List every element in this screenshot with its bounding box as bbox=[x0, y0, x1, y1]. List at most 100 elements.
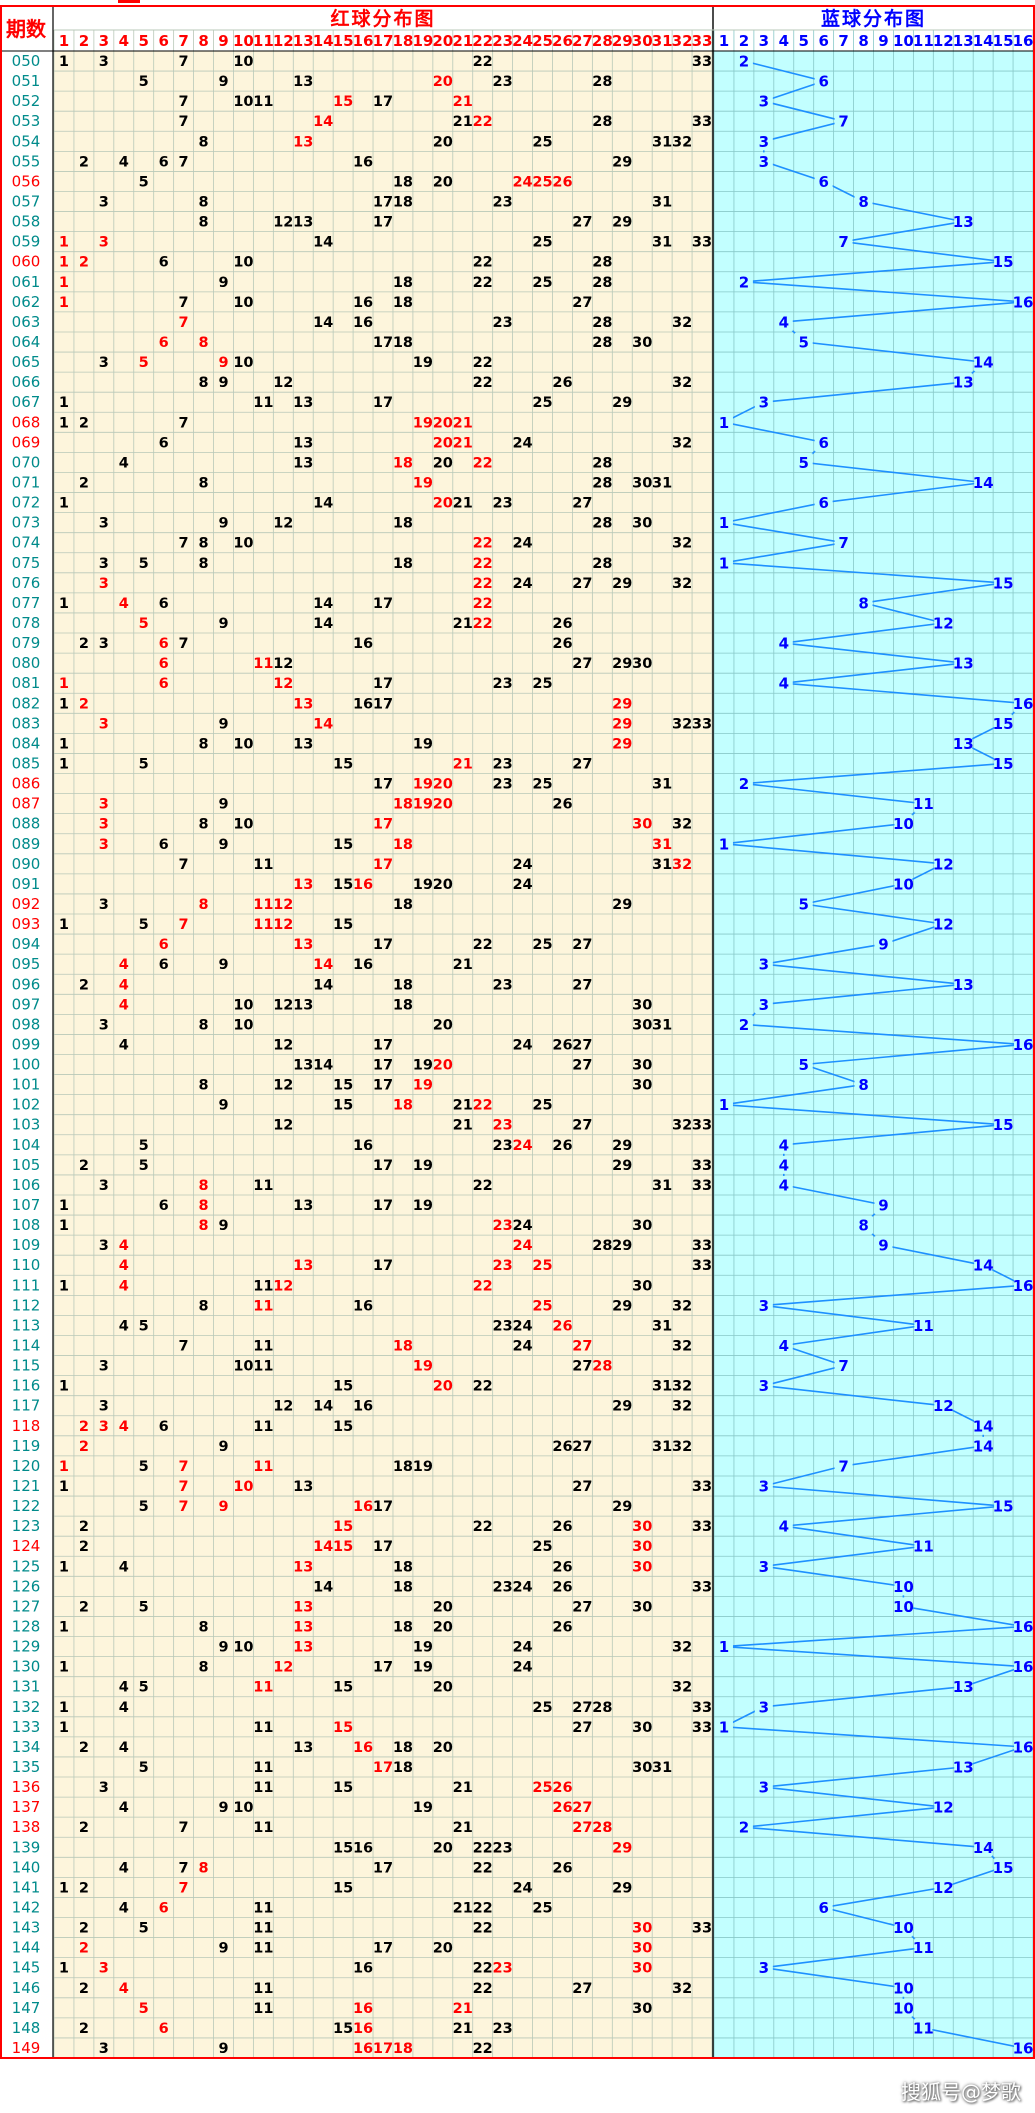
period-label: 079 bbox=[12, 634, 41, 652]
red-ball-number: 7 bbox=[179, 154, 189, 170]
period-label: 094 bbox=[12, 935, 41, 953]
red-ball-number: 22 bbox=[473, 1860, 493, 1876]
blue-column-header: 11 bbox=[913, 32, 934, 50]
red-column-header: 8 bbox=[198, 32, 208, 50]
red-ball-number: 4 bbox=[119, 1900, 129, 1916]
red-ball-number: 2 bbox=[79, 977, 89, 993]
red-ball-number: 32 bbox=[672, 857, 692, 873]
red-column-header: 27 bbox=[572, 32, 593, 50]
period-label: 138 bbox=[12, 1818, 41, 1836]
period-column-background bbox=[0, 51, 53, 2058]
red-ball-number: 19 bbox=[413, 1158, 433, 1174]
red-ball-number: 22 bbox=[473, 556, 493, 572]
red-ball-number: 12 bbox=[273, 917, 293, 933]
red-ball-number: 10 bbox=[233, 355, 253, 371]
blue-ball-number: 9 bbox=[878, 1197, 888, 1215]
red-ball-number: 22 bbox=[473, 596, 493, 612]
red-ball-number: 10 bbox=[233, 94, 253, 110]
blue-ball-number: 16 bbox=[1013, 1738, 1034, 1756]
red-ball-number: 22 bbox=[473, 1278, 493, 1294]
red-ball-number: 24 bbox=[512, 857, 532, 873]
red-ball-number: 5 bbox=[139, 1138, 149, 1154]
red-ball-number: 26 bbox=[552, 1619, 572, 1635]
red-ball-number: 9 bbox=[218, 837, 228, 853]
blue-ball-cell bbox=[994, 1115, 1013, 1134]
blue-ball-number: 15 bbox=[993, 1859, 1014, 1877]
red-ball-number: 17 bbox=[373, 937, 393, 953]
red-ball-number: 19 bbox=[413, 1640, 433, 1656]
blue-ball-number: 12 bbox=[933, 1879, 954, 1897]
red-ball-number: 11 bbox=[253, 1720, 273, 1736]
red-column-header: 14 bbox=[313, 32, 334, 50]
red-ball-number: 8 bbox=[198, 215, 208, 231]
red-ball-number: 30 bbox=[632, 1278, 652, 1294]
red-ball-number: 17 bbox=[373, 1258, 393, 1274]
blue-ball-cell bbox=[1014, 2038, 1033, 2057]
blue-ball-cell bbox=[814, 172, 833, 191]
period-label: 053 bbox=[12, 112, 41, 130]
red-ball-number: 22 bbox=[473, 1981, 493, 1997]
red-ball-number: 22 bbox=[473, 1900, 493, 1916]
red-ball-number: 25 bbox=[532, 235, 552, 251]
period-label: 128 bbox=[12, 1617, 41, 1635]
red-ball-number: 8 bbox=[198, 817, 208, 833]
red-ball-number: 4 bbox=[119, 1680, 129, 1696]
blue-ball-cell bbox=[954, 1677, 973, 1696]
red-ball-number: 7 bbox=[179, 114, 189, 130]
red-column-header: 25 bbox=[532, 32, 553, 50]
red-ball-number: 14 bbox=[313, 235, 333, 251]
red-ball-number: 29 bbox=[612, 154, 632, 170]
red-ball-number: 18 bbox=[393, 174, 413, 190]
red-ball-number: 4 bbox=[119, 1740, 129, 1756]
red-ball-number: 29 bbox=[612, 1880, 632, 1896]
red-ball-number: 16 bbox=[353, 154, 373, 170]
blue-ball-number: 4 bbox=[779, 313, 789, 331]
period-label: 073 bbox=[12, 514, 41, 532]
red-ball-number: 4 bbox=[119, 1559, 129, 1575]
red-ball-number: 27 bbox=[572, 1981, 592, 1997]
red-ball-number: 33 bbox=[692, 114, 712, 130]
red-ball-number: 27 bbox=[572, 656, 592, 672]
red-ball-number: 18 bbox=[393, 1619, 413, 1635]
red-ball-number: 13 bbox=[293, 1058, 313, 1074]
period-label: 088 bbox=[12, 815, 41, 833]
red-column-header: 33 bbox=[692, 32, 713, 50]
blue-ball-cell bbox=[1014, 1276, 1033, 1295]
red-ball-number: 33 bbox=[692, 1238, 712, 1254]
blue-ball-cell bbox=[814, 493, 833, 512]
red-column-header: 31 bbox=[652, 32, 673, 50]
red-ball-number: 3 bbox=[99, 235, 109, 251]
red-ball-number: 7 bbox=[179, 857, 189, 873]
red-ball-number: 7 bbox=[179, 1479, 189, 1495]
red-ball-number: 11 bbox=[253, 1941, 273, 1957]
red-ball-number: 15 bbox=[333, 1840, 353, 1856]
blue-column-header: 2 bbox=[739, 32, 749, 50]
blue-ball-cell bbox=[754, 1376, 773, 1395]
red-ball-number: 11 bbox=[253, 1459, 273, 1475]
period-header: 期数 bbox=[6, 17, 47, 41]
red-ball-number: 3 bbox=[99, 1780, 109, 1796]
red-ball-number: 19 bbox=[413, 777, 433, 793]
blue-ball-number: 14 bbox=[973, 1437, 994, 1455]
red-ball-number: 29 bbox=[612, 395, 632, 411]
period-label: 103 bbox=[12, 1116, 41, 1134]
blue-ball-number: 15 bbox=[993, 1498, 1014, 1516]
red-ball-number: 20 bbox=[433, 1619, 453, 1635]
red-ball-number: 14 bbox=[313, 496, 333, 512]
red-ball-number: 23 bbox=[493, 1118, 513, 1134]
red-ball-number: 15 bbox=[333, 1780, 353, 1796]
period-label: 101 bbox=[12, 1076, 41, 1094]
blue-ball-cell bbox=[714, 834, 733, 853]
period-label: 141 bbox=[12, 1878, 41, 1896]
red-ball-number: 11 bbox=[253, 1820, 273, 1836]
red-ball-number: 14 bbox=[313, 977, 333, 993]
red-ball-number: 27 bbox=[572, 496, 592, 512]
red-ball-number: 16 bbox=[353, 2021, 373, 2037]
blue-ball-number: 14 bbox=[973, 1257, 994, 1275]
blue-column-header: 16 bbox=[1013, 32, 1034, 50]
blue-ball-cell bbox=[754, 132, 773, 151]
blue-ball-number: 16 bbox=[1013, 695, 1034, 713]
red-ball-number: 25 bbox=[532, 134, 552, 150]
red-ball-number: 2 bbox=[79, 1419, 89, 1435]
red-ball-number: 1 bbox=[59, 1660, 69, 1676]
